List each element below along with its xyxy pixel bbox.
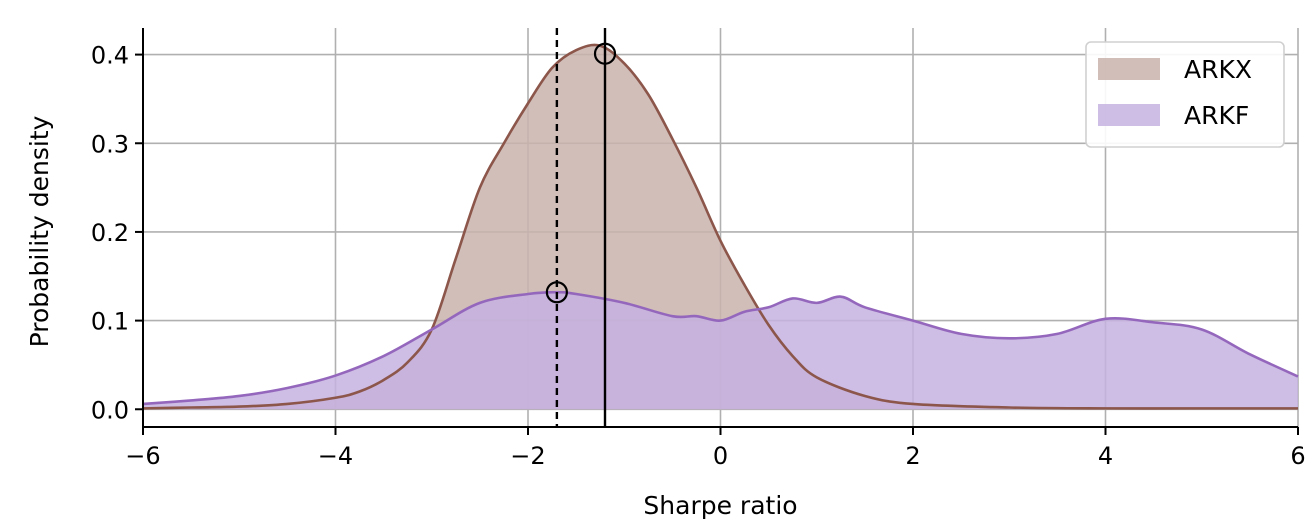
legend: ARKX ARKF: [1085, 41, 1285, 148]
line-arkf: [142, 290, 1299, 406]
y-tick-label: 0.4: [91, 42, 129, 70]
marker-layer: [545, 42, 617, 304]
x-tick-label: 4: [1098, 442, 1113, 470]
legend-label-arkf: ARKF: [1184, 101, 1249, 130]
peak-marker: [545, 281, 568, 304]
peak-marker: [593, 42, 617, 65]
area-arkf: [143, 292, 1298, 410]
line-arkx: [142, 43, 1298, 410]
y-tick-label: 0.0: [91, 396, 129, 424]
x-tick-label: 0: [713, 442, 728, 470]
x-tick-label: −4: [318, 442, 353, 470]
x-tick-label: 6: [1290, 442, 1305, 470]
legend-swatch-arkf: [1098, 104, 1160, 126]
vline-layer: [555, 28, 607, 427]
y-tick-label: 0.2: [91, 219, 129, 247]
y-axis-label: Probability density: [25, 115, 54, 347]
x-tick-label: −2: [510, 442, 545, 470]
x-tick-label: 2: [905, 442, 920, 470]
line-layer: [142, 43, 1299, 410]
x-tick-label: −6: [125, 442, 160, 470]
tick-layer: −6 −4 −2 0 2 4 6 0.0 0.1 0.2 0.3 0.4: [91, 42, 1306, 470]
legend-swatch-arkx: [1098, 58, 1160, 80]
y-tick-label: 0.3: [91, 130, 129, 158]
x-axis-label: Sharpe ratio: [643, 491, 797, 520]
y-tick-label: 0.1: [91, 308, 129, 336]
area-layer: [143, 44, 1298, 410]
legend-label-arkx: ARKX: [1184, 55, 1252, 84]
